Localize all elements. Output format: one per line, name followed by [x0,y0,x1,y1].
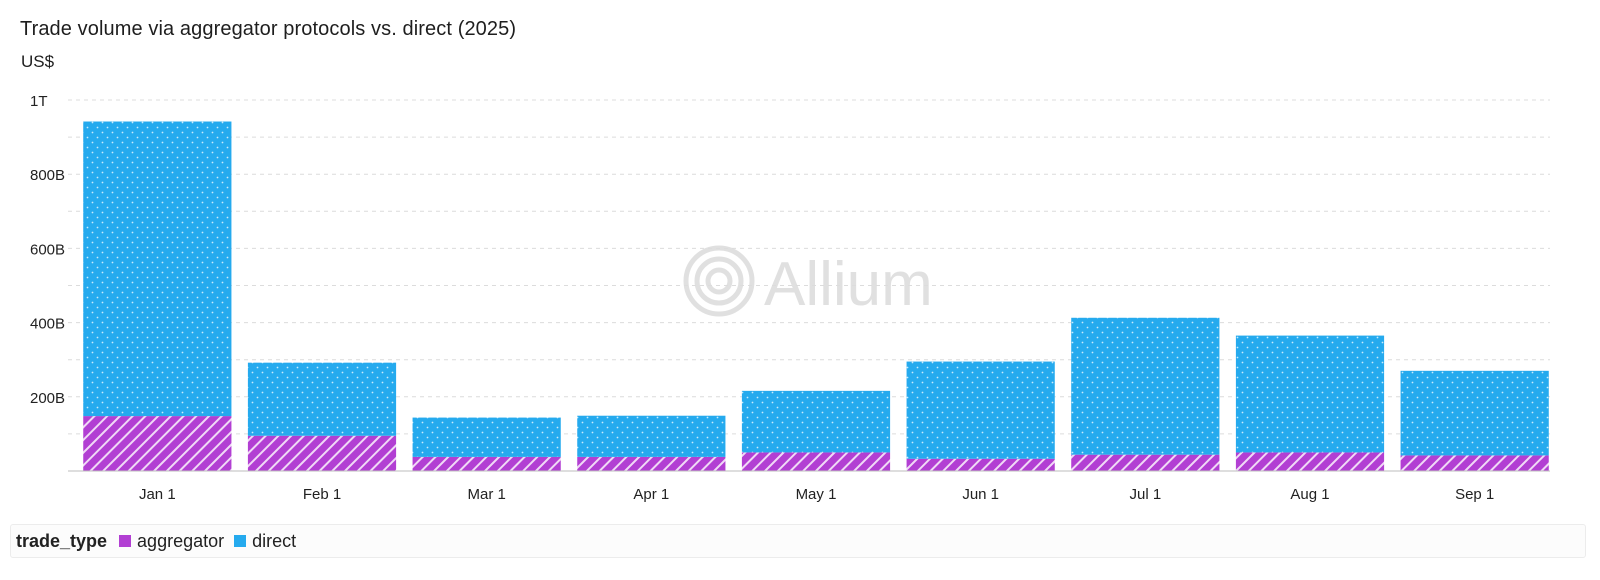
allium-logo-icon [683,245,755,317]
bar-aggregator-may-1[interactable] [741,452,891,471]
bar-direct-sep-1[interactable] [1400,370,1549,456]
bar-direct-jul-1[interactable] [1071,317,1220,455]
legend-title: trade_type [16,530,108,551]
bar-direct-mar-1[interactable] [412,417,561,457]
x-tick-label: Feb 1 [303,486,341,503]
legend-swatch-direct [234,535,247,547]
legend-label-direct: direct [252,530,297,551]
y-tick-label: 1T [30,93,48,110]
legend-label-aggregator: aggregator [137,530,225,551]
y-tick-label: 800B [30,167,65,184]
y-tick-label: 200B [30,390,65,407]
bar-aggregator-jan-1[interactable] [83,416,232,471]
x-tick-label: Jul 1 [1129,486,1161,503]
bar-aggregator-apr-1[interactable] [577,456,726,471]
bar-direct-feb-1[interactable] [247,362,397,436]
x-tick-label: Aug 1 [1290,486,1329,503]
x-tick-label: Sep 1 [1455,486,1494,503]
x-tick-label: Jan 1 [139,486,176,503]
y-tick-label: 400B [30,316,65,333]
x-tick-label: Mar 1 [467,486,505,503]
bar-direct-jan-1[interactable] [83,121,232,417]
bar-direct-apr-1[interactable] [577,415,726,457]
bar-aggregator-mar-1[interactable] [412,456,561,471]
x-tick-label: Jun 1 [962,486,999,503]
legend-swatch-aggregator [119,535,132,547]
y-tick-label: 600B [30,241,65,258]
bar-direct-aug-1[interactable] [1235,335,1385,453]
legend: trade_type aggregator direct [10,524,1586,558]
bar-aggregator-jul-1[interactable] [1071,454,1220,471]
bar-aggregator-aug-1[interactable] [1235,452,1385,471]
chart-plot: Allium 200B 400B 600B 800B 1T Jan 1 Feb 1 Mar 1… [30,93,1550,503]
chart-title: Trade volume via aggregator protocols vs… [20,18,517,40]
watermark: Allium [683,245,933,319]
x-tick-label: Apr 1 [633,486,669,503]
watermark-text: Allium [764,250,933,319]
x-tick-label: May 1 [796,486,837,503]
legend-item-aggregator[interactable]: aggregator [119,531,224,552]
bar-aggregator-sep-1[interactable] [1400,455,1549,471]
bar-aggregator-jun-1[interactable] [906,458,1055,471]
bar-aggregator-feb-1[interactable] [247,435,397,471]
y-axis-unit: US$ [21,52,55,71]
bar-direct-may-1[interactable] [741,390,891,453]
legend-item-direct[interactable]: direct [234,531,296,552]
bar-direct-jun-1[interactable] [906,361,1055,459]
